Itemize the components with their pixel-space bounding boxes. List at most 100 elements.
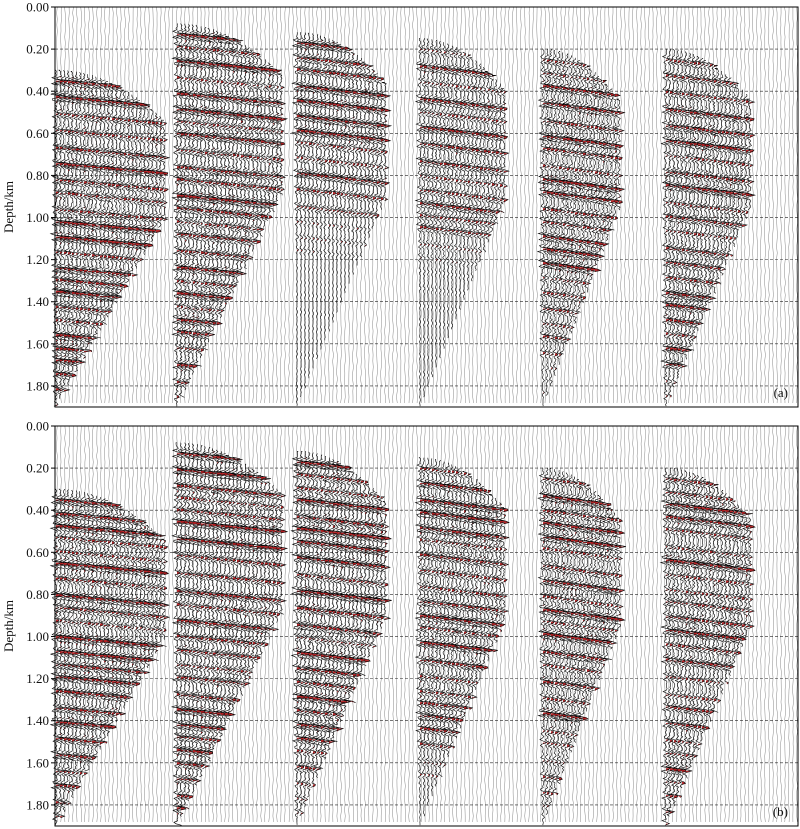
- trace-wiggle: [218, 453, 233, 729]
- trace-wiggle: [130, 97, 144, 269]
- trace-wiggle: [145, 528, 160, 661]
- trace-wiggle: [291, 31, 304, 406]
- trace-wiggle: [565, 474, 578, 753]
- trace-wiggle: [171, 23, 184, 407]
- trace-wiggle: [565, 55, 578, 334]
- trace-wiggle: [728, 81, 741, 248]
- trace-wiggle: [544, 468, 559, 805]
- trace-fill: [607, 503, 614, 660]
- trace-wiggle: [298, 32, 313, 389]
- trace-fill: [472, 71, 478, 252]
- trace-wiggle: [202, 447, 216, 762]
- trace-wiggle: [342, 468, 357, 703]
- trace-wiggle: [732, 504, 745, 657]
- trace-wiggle: [129, 516, 143, 688]
- y-tick-label: 1.20: [26, 252, 49, 267]
- trace-wiggle: [117, 508, 132, 709]
- trace-wiggle: [254, 475, 268, 656]
- trace-fill: [476, 72, 482, 253]
- trace-fill: [440, 470, 447, 777]
- trace-wiggle: [482, 490, 495, 662]
- trace-wiggle: [158, 538, 170, 640]
- trace-wiggle: [266, 66, 280, 213]
- trace-wiggle: [708, 65, 721, 294]
- trace-fill: [500, 91, 506, 213]
- trace-wiggle: [114, 87, 127, 297]
- trace-fill: [277, 495, 284, 617]
- trace-wiggle: [724, 496, 737, 676]
- trace-wiggle: [688, 473, 701, 761]
- trace-wiggle: [696, 477, 709, 742]
- y-axis-label: Depth/km: [1, 600, 16, 652]
- trace-wiggle: [568, 476, 582, 743]
- trace-wiggle: [227, 457, 241, 713]
- y-axis: 0.00 0.20 0.40 0.60 0.80 1.00 1.20 1.40 1.60 1.80: [26, 419, 55, 812]
- trace-wiggle: [744, 517, 756, 630]
- trace-wiggle: [462, 473, 475, 710]
- trace-wiggle: [355, 58, 368, 257]
- trace-wiggle: [122, 511, 135, 703]
- trace-fill: [468, 473, 474, 710]
- trace-wiggle: [314, 454, 328, 769]
- trace-wiggle: [73, 72, 88, 366]
- trace-fill: [249, 471, 256, 679]
- trace-wiggle: [597, 80, 610, 252]
- plot-frame: [54, 425, 799, 827]
- trace-wiggle: [584, 487, 598, 702]
- trace-fill: [213, 451, 220, 742]
- trace-wiggle: [379, 82, 393, 202]
- trace-fill: [706, 64, 712, 311]
- trace-wiggle: [573, 60, 586, 313]
- trace-fill: [253, 53, 260, 243]
- trace-fill: [595, 80, 602, 272]
- trace-wiggle: [740, 513, 754, 639]
- trace-wiggle: [712, 487, 726, 704]
- trace-wiggle: [214, 32, 229, 318]
- trace-wiggle: [548, 50, 562, 376]
- trace-wiggle: [322, 457, 337, 751]
- trace-wiggle: [122, 92, 135, 284]
- trace-wiggle: [126, 513, 139, 696]
- trace-wiggle: [569, 57, 583, 324]
- trace-wiggle: [334, 463, 348, 722]
- trace-wiggle: [421, 457, 435, 807]
- trace-fill: [128, 102, 135, 277]
- trace-fill: [197, 455, 204, 783]
- trace-wiggle: [366, 488, 381, 648]
- trace-wiggle: [343, 49, 356, 284]
- trace-wiggle: [600, 503, 614, 660]
- trace-fill: [209, 37, 216, 337]
- trace-wiggle: [81, 74, 96, 353]
- y-tick-label: 1.80: [26, 797, 49, 812]
- y-tick-label: 1.20: [26, 671, 49, 686]
- y-tick-label: 0.00: [26, 419, 49, 434]
- trace-wiggle: [418, 457, 431, 817]
- trace-gather: [414, 38, 510, 407]
- trace-fill: [460, 54, 466, 251]
- y-tick-label: 0.80: [26, 168, 49, 183]
- trace-wiggle: [251, 472, 265, 664]
- trace-fill: [325, 44, 331, 242]
- trace-fill: [484, 73, 490, 253]
- y-tick-label: 1.00: [26, 210, 49, 225]
- trace-wiggle: [235, 461, 248, 696]
- y-tick-label: 0.40: [26, 84, 49, 99]
- trace-wiggle: [680, 51, 693, 360]
- trace-wiggle: [485, 494, 499, 653]
- trace-wiggle: [142, 106, 155, 250]
- trace-wiggle: [553, 51, 567, 365]
- trace-fill: [140, 103, 147, 261]
- trace-wiggle: [719, 493, 733, 685]
- trace-fill: [480, 73, 486, 254]
- trace-wiggle: [724, 77, 737, 257]
- trace-wiggle: [732, 85, 745, 238]
- trace-fill: [381, 77, 387, 201]
- trace-fill: [706, 482, 712, 730]
- trace-fill: [333, 465, 341, 742]
- trace-wiggle: [453, 468, 467, 729]
- trace-wiggle: [740, 94, 753, 220]
- trace-wiggle: [374, 496, 388, 629]
- trace-wiggle: [454, 49, 466, 310]
- trace-wiggle: [362, 484, 377, 658]
- trace-wiggle: [114, 506, 127, 716]
